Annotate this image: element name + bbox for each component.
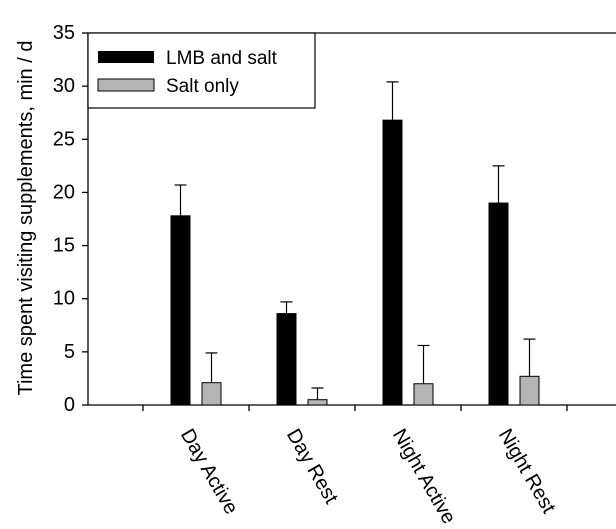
y-tick-label: 0 bbox=[64, 394, 75, 416]
bar-series bbox=[170, 81, 540, 406]
y-tick-label: 25 bbox=[53, 128, 75, 150]
legend-box bbox=[87, 32, 316, 109]
y-tick-label: 15 bbox=[53, 235, 75, 257]
x-category-label: Day Active bbox=[176, 425, 242, 518]
bar-salt-only bbox=[201, 382, 222, 406]
bar-lmb-and-salt bbox=[488, 202, 509, 406]
x-axis-ticks: Day Active Day Rest Night Active Night Rest bbox=[142, 405, 568, 528]
bar-lmb-and-salt bbox=[276, 313, 297, 406]
bar-lmb-and-salt bbox=[170, 215, 191, 406]
x-category-label: Night Rest bbox=[494, 425, 560, 517]
legend-swatch-salt-only bbox=[97, 78, 155, 92]
bar-salt-only bbox=[413, 383, 434, 406]
y-tick-label: 35 bbox=[53, 22, 75, 44]
legend-label-salt-only: Salt only bbox=[166, 76, 239, 97]
bar-salt-only bbox=[307, 399, 328, 406]
legend: LMB and salt Salt only bbox=[87, 32, 316, 109]
y-axis-ticks: 0 5 10 15 20 25 30 35 bbox=[53, 22, 88, 416]
x-category-label: Night Active bbox=[388, 425, 460, 527]
legend-label-lmb-and-salt: LMB and salt bbox=[166, 48, 278, 69]
y-axis-title: Time spent visiting supplements, min / d bbox=[15, 41, 37, 396]
y-tick-label: 30 bbox=[53, 75, 75, 97]
y-tick-label: 10 bbox=[53, 288, 75, 310]
x-category-label: Day Rest bbox=[282, 425, 342, 508]
legend-swatch-lmb-and-salt bbox=[98, 51, 154, 63]
bar-lmb-and-salt bbox=[382, 119, 403, 406]
bar-salt-only bbox=[519, 375, 540, 406]
y-tick-label: 20 bbox=[53, 181, 75, 203]
y-tick-label: 5 bbox=[64, 341, 75, 363]
